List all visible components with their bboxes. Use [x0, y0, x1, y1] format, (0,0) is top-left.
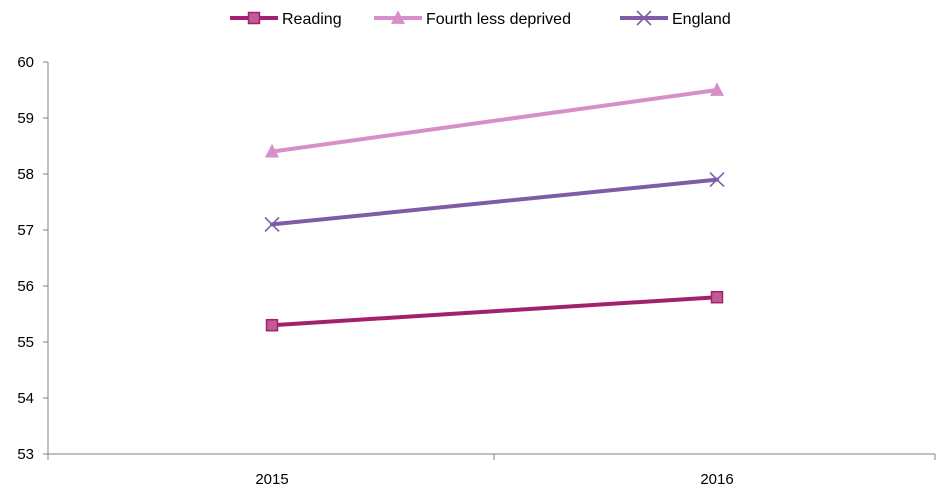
- data-point-reading: [265, 318, 279, 332]
- series-line-reading: [270, 295, 719, 328]
- y-tick-label: 60: [17, 54, 34, 71]
- series-reading: [265, 290, 724, 332]
- y-tick-label: 56: [17, 278, 34, 295]
- data-point-fourth-less-deprived: [265, 143, 279, 158]
- legend: Reading Fourth less deprived England: [230, 10, 731, 28]
- data-point-reading: [710, 290, 724, 304]
- series-england: [264, 172, 725, 232]
- legend-label-fourth-less-deprived: Fourth less deprived: [426, 11, 571, 28]
- legend-label-reading: Reading: [282, 11, 342, 28]
- data-point-england: [264, 216, 280, 232]
- legend-marker-fourth-less-deprived: [391, 10, 405, 24]
- series-line-fourth-less-deprived: [270, 88, 719, 154]
- y-tick-label: 57: [17, 222, 34, 239]
- legend-label-england: England: [672, 11, 731, 28]
- x-tick-label: 2016: [700, 471, 733, 488]
- y-axis: 53 54 55 56 57 58 59 60: [17, 54, 49, 463]
- legend-marker-england: [636, 10, 652, 26]
- x-tick-label: 2015: [255, 471, 288, 488]
- y-tick-label: 55: [17, 334, 34, 351]
- data-point-england: [709, 172, 725, 188]
- legend-item-reading: Reading: [230, 11, 342, 28]
- data-point-fourth-less-deprived: [710, 82, 724, 96]
- y-tick-label: 59: [17, 110, 34, 127]
- y-tick-label: 58: [17, 166, 34, 183]
- y-tick-label: 53: [17, 446, 34, 463]
- series-line-england: [270, 177, 719, 227]
- series-layer: [264, 82, 725, 332]
- legend-marker-reading: [247, 11, 261, 25]
- y-tick-label: 54: [17, 390, 34, 407]
- x-axis: 2015 2016: [47, 453, 936, 488]
- legend-item-england: England: [620, 10, 731, 28]
- legend-item-fourth-less-deprived: Fourth less deprived: [374, 10, 571, 28]
- series-fourth-less-deprived: [265, 82, 724, 158]
